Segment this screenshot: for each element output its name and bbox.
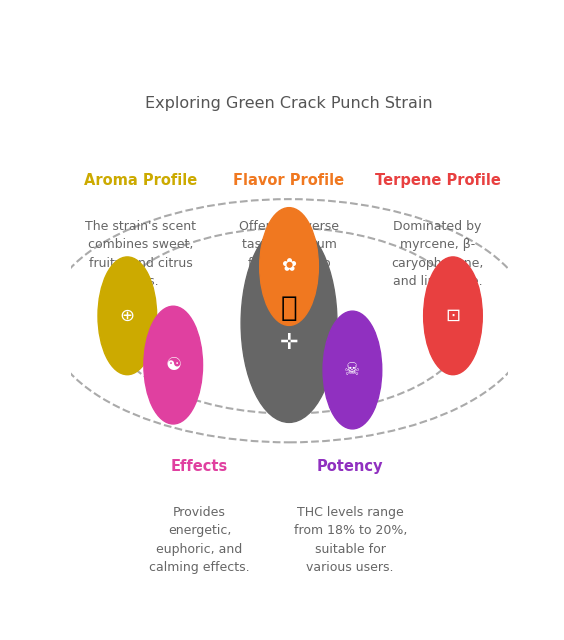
- Text: Terpene Profile: Terpene Profile: [374, 173, 501, 188]
- Text: ⊡: ⊡: [446, 307, 461, 325]
- Ellipse shape: [424, 257, 482, 374]
- Text: 🌿: 🌿: [281, 294, 297, 323]
- Text: Potency: Potency: [317, 459, 384, 474]
- Text: Aroma Profile: Aroma Profile: [84, 173, 197, 188]
- Text: THC levels range
from 18% to 20%,
suitable for
various users.: THC levels range from 18% to 20%, suitab…: [293, 506, 407, 574]
- Text: ✛: ✛: [280, 333, 298, 353]
- Ellipse shape: [259, 207, 318, 325]
- Ellipse shape: [323, 311, 382, 429]
- Text: Effects: Effects: [171, 459, 228, 474]
- Ellipse shape: [98, 257, 157, 374]
- Text: Flavor Profile: Flavor Profile: [233, 173, 345, 188]
- Text: ⊕: ⊕: [120, 307, 135, 325]
- Text: Provides
energetic,
euphoric, and
calming effects.: Provides energetic, euphoric, and calmin…: [149, 506, 250, 574]
- Text: The strain's scent
combines sweet,
fruity, and citrus
notes.: The strain's scent combines sweet, fruit…: [85, 220, 196, 288]
- Text: Exploring Green Crack Punch Strain: Exploring Green Crack Punch Strain: [146, 97, 433, 111]
- Text: ✿: ✿: [281, 257, 297, 276]
- Ellipse shape: [241, 224, 337, 422]
- Text: Dominated by
myrcene, β-
caryophyllene,
and limonene.: Dominated by myrcene, β- caryophyllene, …: [391, 220, 484, 288]
- Ellipse shape: [144, 306, 202, 424]
- Text: Offers a diverse
taste spectrum
from berry to
tropical.: Offers a diverse taste spectrum from ber…: [239, 220, 339, 288]
- Text: ☯: ☯: [165, 356, 181, 374]
- Text: ☠: ☠: [345, 361, 360, 379]
